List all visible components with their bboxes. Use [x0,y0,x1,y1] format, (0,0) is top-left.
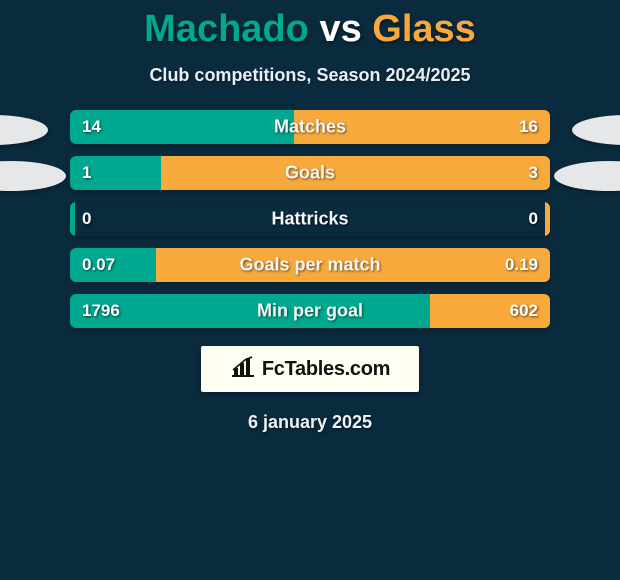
stat-row: 14 Matches 16 [70,110,550,144]
stat-bar: 0.07 Goals per match 0.19 [70,248,550,282]
stat-bar: 1796 Min per goal 602 [70,294,550,328]
stat-row: 0 Hattricks 0 [70,202,550,236]
flank-shadow-left [0,161,66,191]
bar-fill-left [70,202,75,236]
bar-fill-right [545,202,550,236]
stat-label: Hattricks [271,209,348,230]
stat-value-right: 0.19 [505,255,538,275]
attribution-text: FcTables.com [262,358,390,381]
flank-shadow-left [0,115,48,145]
stat-value-left: 0.07 [82,255,115,275]
stat-label: Min per goal [257,301,363,322]
stat-value-right: 16 [519,117,538,137]
stat-label: Matches [274,117,346,138]
bar-chart-icon [230,356,256,383]
attribution-logo: FcTables.com [201,346,419,392]
player1-name: Machado [144,8,309,50]
bar-fill-left [70,294,430,328]
stat-label: Goals per match [239,255,380,276]
stat-label: Goals [285,163,335,184]
stat-rows: 14 Matches 16 1 Goals 3 0 Hattricks 0 0.… [70,110,550,328]
snapshot-date: 6 january 2025 [0,412,620,433]
flank-shadow-right [554,161,620,191]
stat-row: 0.07 Goals per match 0.19 [70,248,550,282]
vs-label: vs [319,8,361,50]
stat-bar: 0 Hattricks 0 [70,202,550,236]
bar-fill-left [70,110,294,144]
stat-value-right: 0 [529,209,538,229]
stat-value-left: 1 [82,163,91,183]
stat-row: 1 Goals 3 [70,156,550,190]
stat-bar: 1 Goals 3 [70,156,550,190]
stat-value-left: 0 [82,209,91,229]
stat-row: 1796 Min per goal 602 [70,294,550,328]
stat-value-left: 14 [82,117,101,137]
stat-bar: 14 Matches 16 [70,110,550,144]
player2-name: Glass [372,8,476,50]
stat-value-right: 3 [529,163,538,183]
stat-value-right: 602 [510,301,538,321]
flank-shadow-right [572,115,620,145]
bar-fill-right [161,156,550,190]
subtitle: Club competitions, Season 2024/2025 [0,65,620,86]
stat-value-left: 1796 [82,301,120,321]
comparison-title: Machado vs Glass [0,0,620,51]
